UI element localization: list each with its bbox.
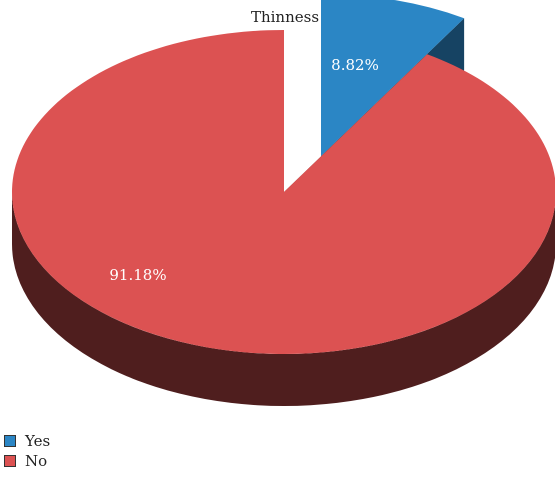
legend: Yes No: [4, 431, 50, 471]
legend-swatch-yes: [4, 435, 16, 447]
legend-label-no: No: [25, 452, 48, 470]
pie-slices: [12, 0, 555, 354]
legend-swatch-no: [4, 455, 16, 467]
slice-side-no-0: [12, 192, 555, 406]
pie-slice-no: [12, 30, 555, 354]
chart-title: Thinness: [251, 8, 319, 26]
legend-item-no: No: [4, 451, 50, 471]
slice-label-no: 91.18%: [109, 266, 166, 284]
pie-slice-yes: [321, 0, 465, 156]
slice-label-yes: 8.82%: [331, 56, 379, 74]
legend-label-yes: Yes: [25, 432, 51, 450]
pie-depth: [12, 192, 555, 406]
legend-item-yes: Yes: [4, 431, 50, 451]
